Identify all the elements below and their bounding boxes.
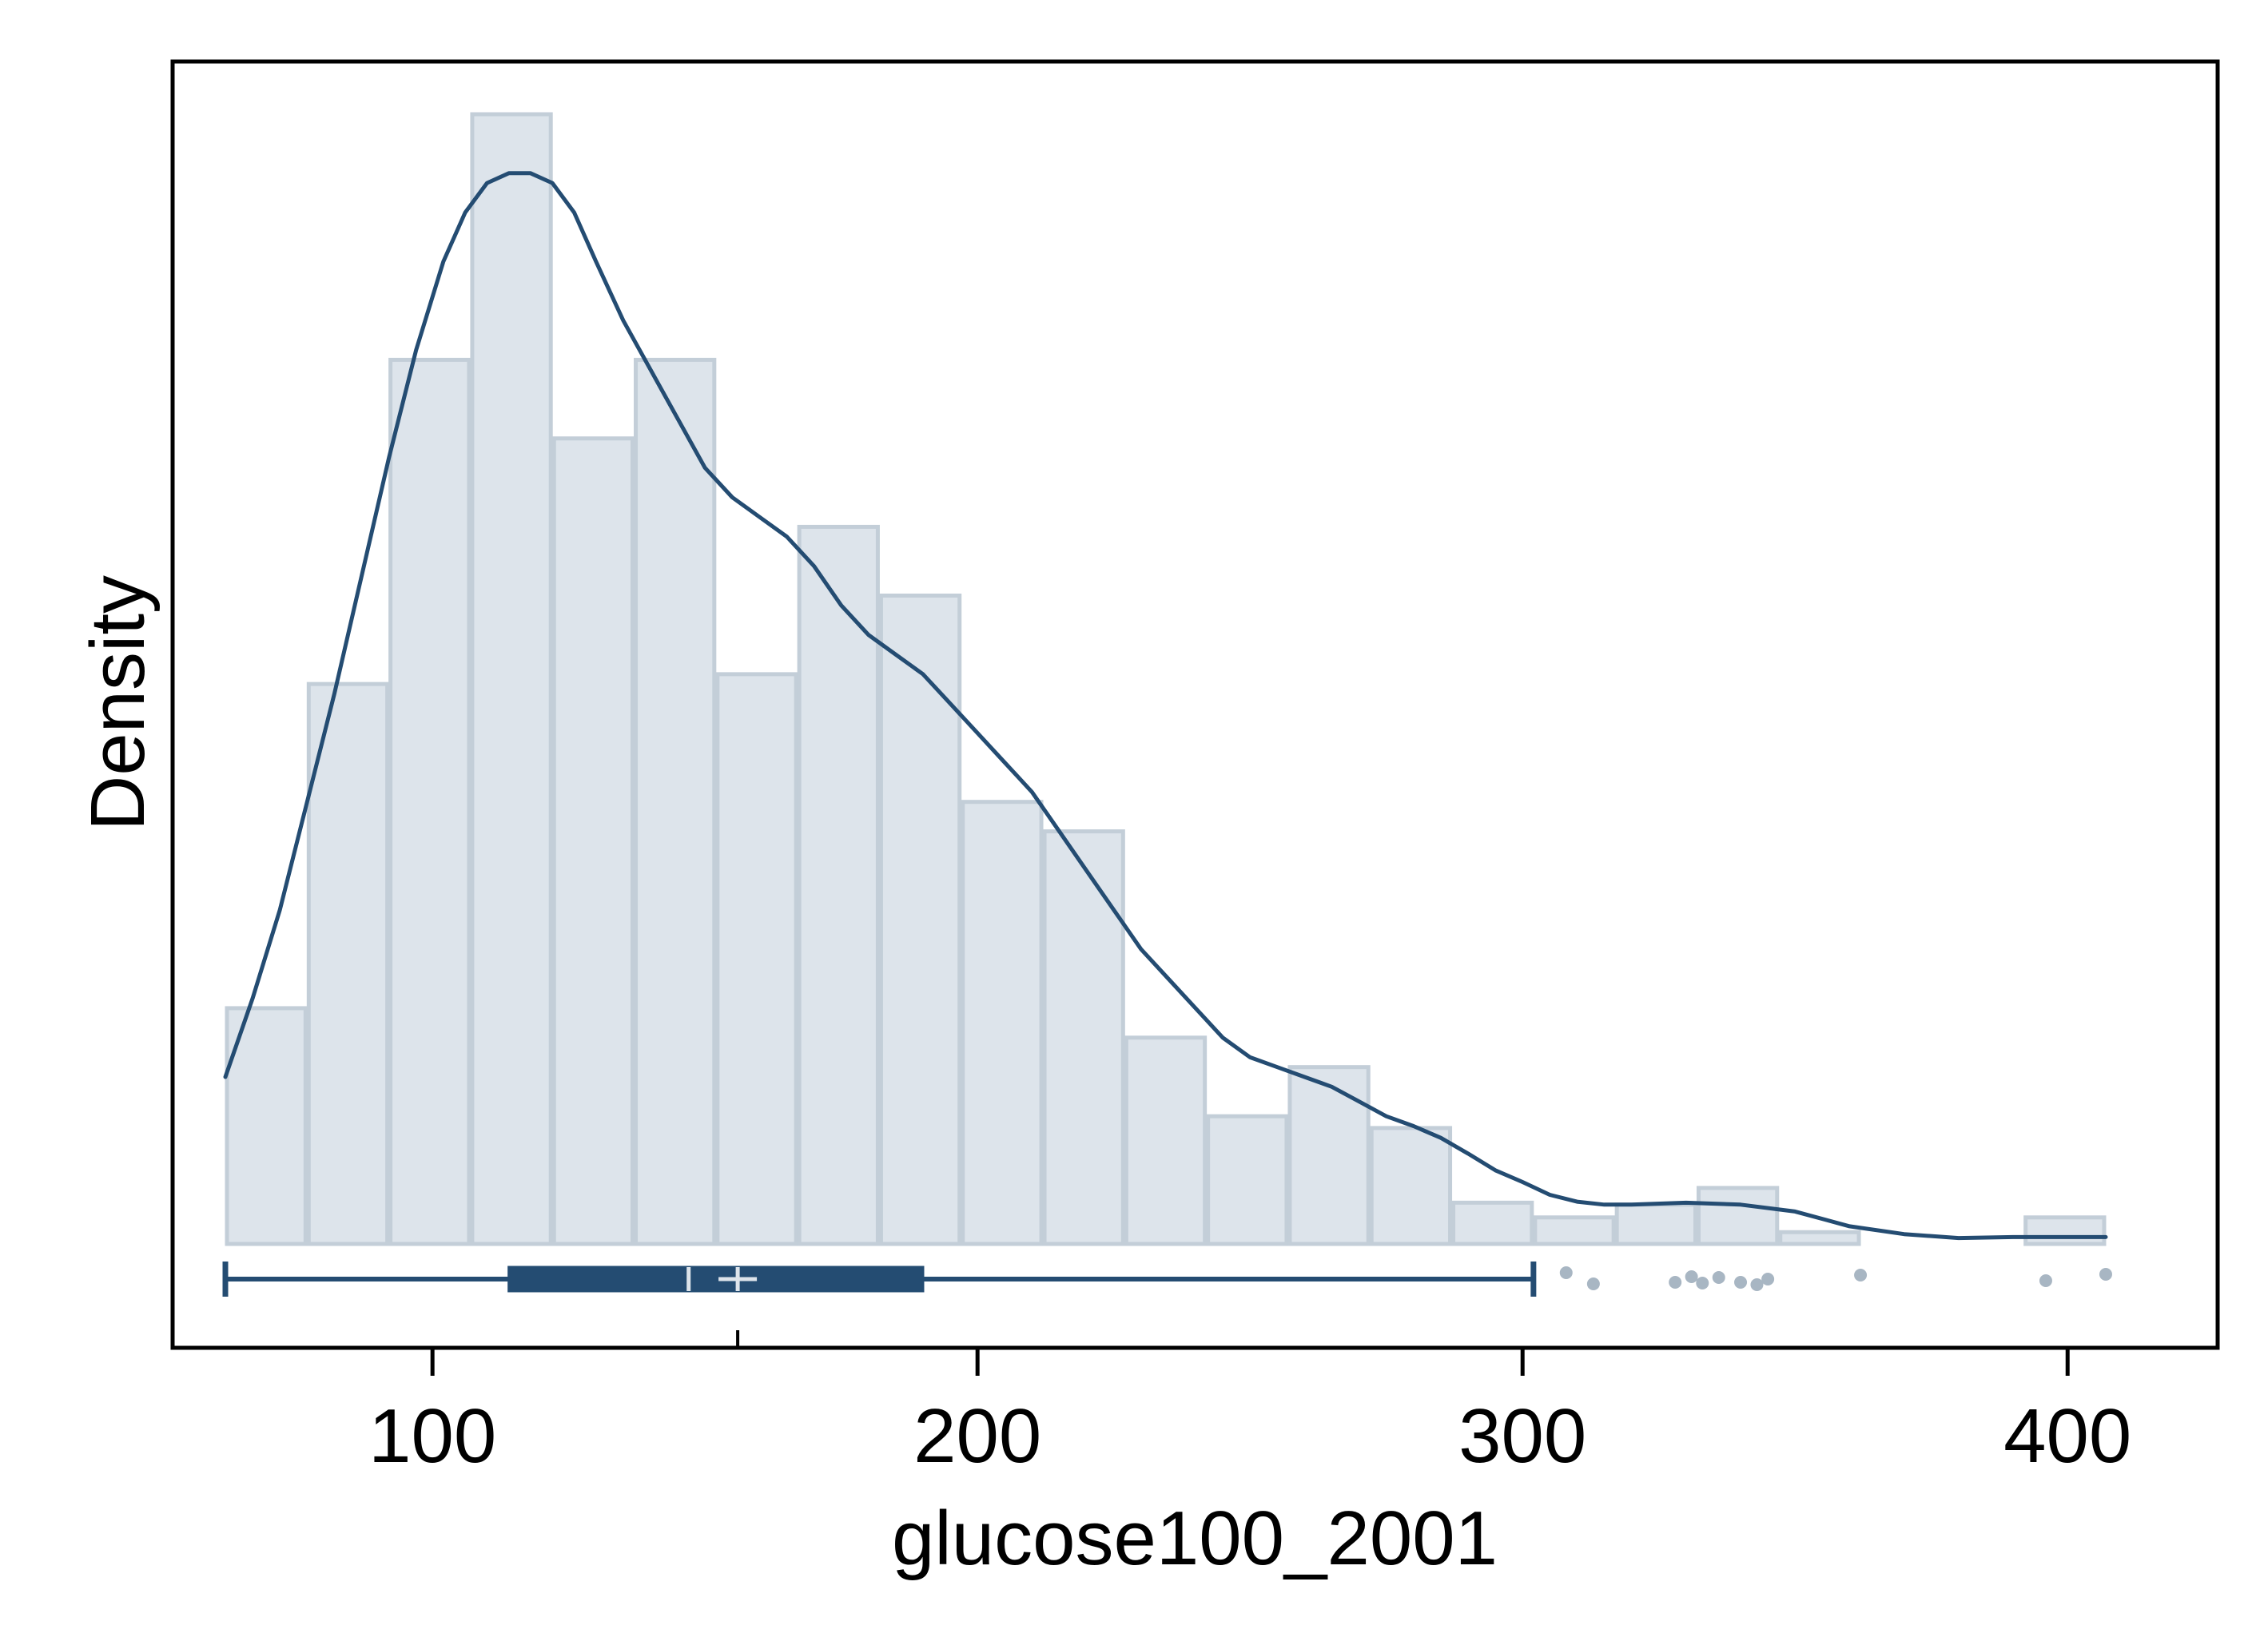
histogram-bar [1451,1200,1534,1246]
density-curve [223,171,2108,1241]
density-curve-layer [223,171,2108,1241]
histogram-bar [225,1006,308,1246]
outlier-point [1712,1271,1725,1284]
histogram-bar [1042,829,1125,1246]
outlier-point [1669,1276,1682,1289]
outlier-point [2039,1274,2052,1287]
histogram-bar [797,524,880,1246]
interquartile-box [507,1266,925,1293]
outlier-point [1696,1277,1709,1289]
histogram-bar [1778,1230,1861,1246]
histogram-bar [551,436,635,1246]
histogram-bar [1124,1035,1208,1246]
outlier-point [1559,1266,1573,1279]
y-axis-label: Density [75,575,161,831]
histogram-bar [961,800,1044,1246]
histogram-bar [1206,1114,1289,1246]
x-tick-label: 100 [368,1393,496,1479]
histogram-bar [1696,1186,1780,1246]
x-tick-label: 300 [1458,1393,1586,1479]
outlier-point [1586,1277,1600,1290]
x-axis-label: glucose100_2001 [892,1496,1498,1581]
histogram-bar [2023,1215,2107,1246]
outlier-point [1761,1273,1775,1285]
histogram-bar [470,112,553,1246]
histogram-bars [225,112,2107,1246]
histogram-bar [1614,1202,1697,1246]
outlier-point [1750,1278,1764,1291]
histogram-bar [1533,1215,1616,1246]
histogram-bar [878,593,962,1246]
histogram-bar [306,681,390,1246]
plot-frame [170,59,2220,1350]
outlier-point [2099,1268,2112,1281]
boxplot [222,1262,2112,1297]
x-tick-label: 200 [913,1393,1041,1479]
histogram-bar [1287,1065,1371,1246]
outlier-point [1734,1276,1748,1289]
histogram-bar [634,357,717,1246]
x-tick-label: 400 [2003,1393,2131,1479]
histogram-bar [1369,1126,1453,1246]
x-axis: 100 200 300 400 [368,1330,2131,1479]
outlier-point [1854,1269,1868,1281]
histogram-bar [388,357,472,1246]
outlier-point [1685,1270,1698,1283]
histogram-bar [715,672,798,1246]
